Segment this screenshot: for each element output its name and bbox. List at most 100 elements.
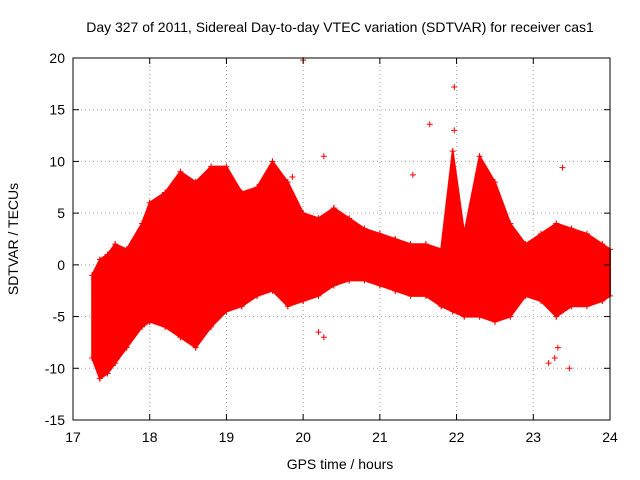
x-tick-label: 20 <box>295 429 311 445</box>
outlier-marker <box>449 168 456 175</box>
series-marker <box>507 220 514 227</box>
series-marker <box>392 236 399 242</box>
series-marker <box>254 184 261 191</box>
series-marker <box>346 277 353 284</box>
series-marker <box>208 323 215 330</box>
series-marker <box>223 163 230 170</box>
x-tick-label: 22 <box>449 429 465 445</box>
x-tick-label: 24 <box>602 429 618 445</box>
outlier-marker <box>451 127 458 134</box>
outlier-marker <box>315 329 322 336</box>
series-marker <box>376 230 383 237</box>
series-marker <box>438 246 445 253</box>
series-marker <box>461 230 468 237</box>
series-marker <box>361 225 368 232</box>
series-marker <box>346 215 353 222</box>
series-marker <box>507 313 514 320</box>
series-marker <box>146 199 153 206</box>
series-marker <box>599 298 606 305</box>
y-tick-label: 10 <box>49 153 65 169</box>
series-marker <box>123 246 130 253</box>
series-marker <box>599 241 606 248</box>
series-marker <box>522 292 529 299</box>
x-axis-label: GPS time / hours <box>287 456 394 472</box>
outlier-marker <box>559 164 566 171</box>
y-tick-label: 0 <box>57 257 65 273</box>
series-marker <box>139 220 146 227</box>
series-marker <box>89 354 96 361</box>
outlier-marker <box>409 171 416 178</box>
series-marker <box>476 153 483 160</box>
x-tick-label: 21 <box>372 429 388 445</box>
outlier-marker <box>566 365 573 372</box>
series-marker <box>162 189 169 196</box>
series-marker <box>284 179 291 186</box>
series-marker <box>583 230 590 237</box>
outlier-marker <box>289 173 296 180</box>
series-marker <box>192 344 199 351</box>
series-marker <box>238 189 245 196</box>
outlier-marker <box>545 360 552 367</box>
series-marker <box>104 251 111 258</box>
y-tick-label: -15 <box>45 412 65 428</box>
series-marker <box>407 241 414 248</box>
outlier-marker <box>320 153 327 160</box>
series-marker <box>537 298 544 305</box>
outlier-marker <box>320 334 327 341</box>
series-marker <box>269 158 276 165</box>
y-tick-label: 5 <box>57 205 65 221</box>
series-marker <box>392 287 399 294</box>
x-tick-label: 23 <box>525 429 541 445</box>
series-layer <box>89 57 613 382</box>
series-marker <box>162 323 169 330</box>
series-marker <box>177 168 184 175</box>
series-marker <box>139 323 146 330</box>
series-marker <box>568 225 575 232</box>
series-marker <box>491 318 498 325</box>
series-marker <box>583 303 590 310</box>
series-marker <box>238 303 245 310</box>
series-marker <box>300 210 307 217</box>
series-marker <box>553 220 560 227</box>
series-marker <box>192 179 199 186</box>
series-marker <box>89 272 96 279</box>
plot-border <box>72 57 611 421</box>
outlier-marker <box>551 354 558 361</box>
series-marker <box>449 148 456 155</box>
series-marker <box>112 360 119 367</box>
series-marker <box>330 204 337 211</box>
series-marker <box>407 292 414 299</box>
series-marker <box>491 179 498 186</box>
series-marker <box>104 370 111 377</box>
y-tick-label: 20 <box>49 50 65 66</box>
outlier-marker <box>451 83 458 90</box>
series-marker <box>269 287 276 294</box>
series-marker <box>537 230 544 237</box>
series-marker <box>254 292 261 299</box>
series-marker <box>330 282 337 289</box>
series-marker <box>177 334 184 341</box>
series-marker <box>96 375 103 382</box>
series-marker <box>315 292 322 299</box>
series-marker <box>422 292 429 299</box>
series-marker <box>361 277 368 284</box>
series-marker <box>422 241 429 248</box>
x-tick-label: 18 <box>142 429 158 445</box>
chart-title: Day 327 of 2011, Sidereal Day-to-day VTE… <box>86 19 594 35</box>
x-tick-labels: 17 18 19 20 21 22 23 24 <box>65 429 618 445</box>
series-marker <box>223 308 230 315</box>
y-tick-label: -5 <box>53 309 66 325</box>
series-marker <box>568 303 575 310</box>
series-marker <box>284 303 291 310</box>
series-marker <box>438 303 445 310</box>
y-tick-label: -10 <box>45 360 65 376</box>
outlier-marker <box>554 344 561 351</box>
series-marker <box>112 241 119 248</box>
ticks <box>72 57 611 421</box>
series-marker <box>376 282 383 289</box>
series-marker <box>522 241 529 248</box>
series-marker <box>300 298 307 305</box>
x-tick-label: 17 <box>65 429 81 445</box>
series-marker <box>553 313 560 320</box>
